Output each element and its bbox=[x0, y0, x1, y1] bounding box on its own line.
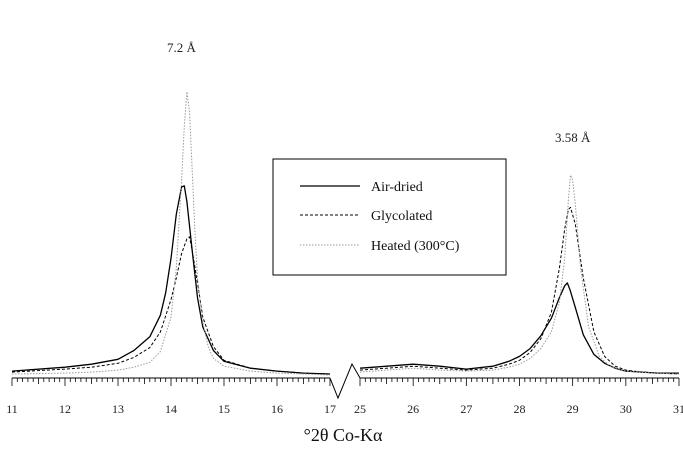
series-line-heated-300-c-right bbox=[359, 174, 680, 375]
tick-label: 17 bbox=[324, 402, 336, 416]
tick-label: 26 bbox=[407, 402, 419, 416]
tick-label: 15 bbox=[218, 402, 230, 416]
series-line-heated-300-c-left bbox=[11, 91, 331, 376]
legend: Air-dried Glycolated Heated (300°C) bbox=[272, 158, 507, 276]
x-axis: 11 12 13 14 15 16 17 25 26 27 28 29 30 31 bbox=[6, 362, 683, 416]
tick-label: 27 bbox=[460, 402, 472, 416]
series-line-glycolated-right bbox=[359, 206, 680, 375]
series-line-glycolated-left bbox=[11, 236, 331, 375]
legend-box bbox=[272, 158, 507, 276]
tick-label: 31 bbox=[673, 402, 683, 416]
tick-label: 25 bbox=[354, 402, 366, 416]
tick-label: 29 bbox=[567, 402, 579, 416]
series-line-air-dried-right bbox=[359, 282, 679, 374]
series-layer bbox=[11, 91, 680, 376]
tick-label: 13 bbox=[112, 402, 124, 416]
tick-label: 30 bbox=[620, 402, 632, 416]
legend-label-heated: Heated (300°C) bbox=[371, 239, 460, 254]
tick-label: 16 bbox=[271, 402, 283, 416]
tick-label: 11 bbox=[6, 402, 18, 416]
tick-label: 12 bbox=[59, 402, 71, 416]
legend-label-air-dried: Air-dried bbox=[371, 180, 423, 195]
annotation-7-2: 7.2 Å bbox=[167, 40, 197, 55]
axis-break-mark bbox=[329, 362, 361, 400]
tick-label: 14 bbox=[165, 402, 177, 416]
tick-label: 28 bbox=[514, 402, 526, 416]
x-axis-title: °2θ Co-Kα bbox=[304, 425, 383, 445]
legend-label-glycolated: Glycolated bbox=[371, 209, 432, 224]
annotation-3-58: 3.58 Å bbox=[555, 130, 591, 145]
